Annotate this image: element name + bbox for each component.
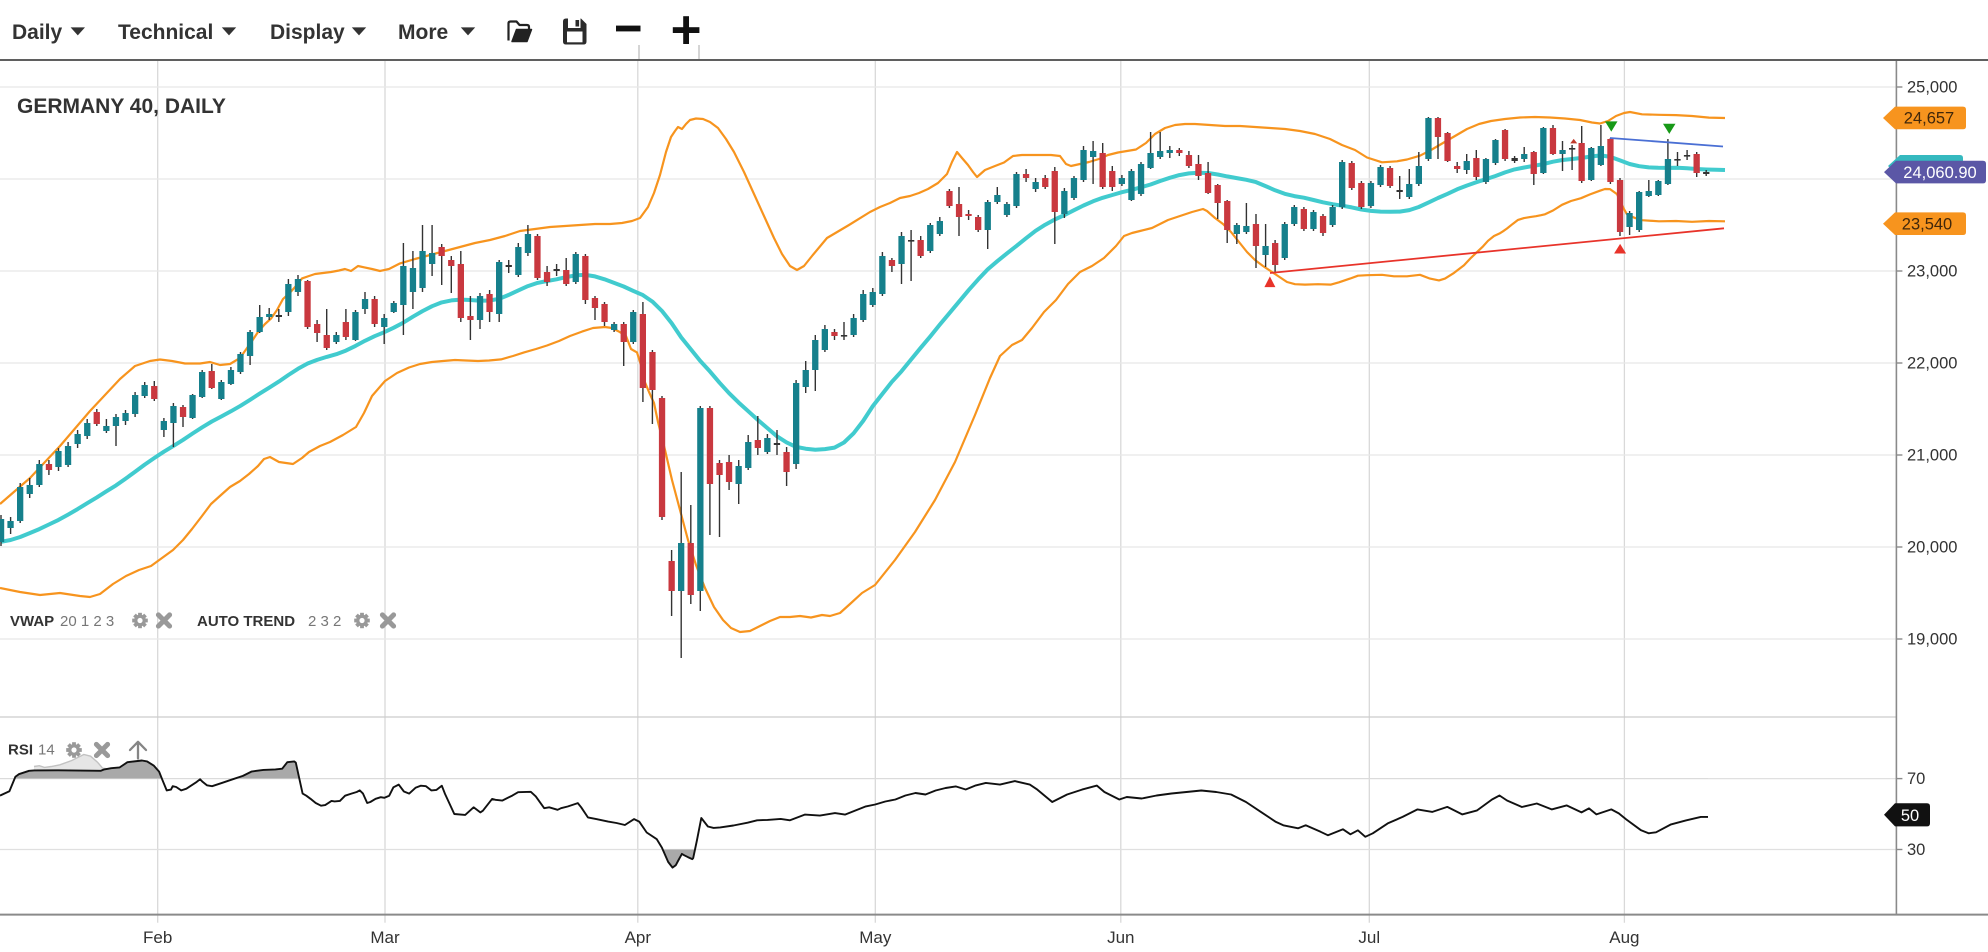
svg-text:23,540: 23,540 xyxy=(1902,216,1952,234)
svg-text:21,000: 21,000 xyxy=(1907,447,1957,465)
svg-text:23,000: 23,000 xyxy=(1907,263,1957,281)
svg-text:Jun: Jun xyxy=(1107,928,1134,947)
svg-text:RSI: RSI xyxy=(8,742,33,759)
svg-text:Display: Display xyxy=(270,21,345,44)
svg-text:Apr: Apr xyxy=(625,928,652,947)
svg-text:Jul: Jul xyxy=(1358,928,1380,947)
svg-text:25,000: 25,000 xyxy=(1907,79,1957,97)
svg-text:More: More xyxy=(398,21,448,44)
svg-text:24,657: 24,657 xyxy=(1904,110,1954,128)
svg-text:Feb: Feb xyxy=(143,928,172,947)
svg-text:VWAP: VWAP xyxy=(10,613,54,630)
svg-text:2 3 2: 2 3 2 xyxy=(308,613,341,630)
svg-text:Technical: Technical xyxy=(118,21,213,44)
svg-text:GERMANY 40, DAILY: GERMANY 40, DAILY xyxy=(17,95,226,118)
svg-text:30: 30 xyxy=(1907,841,1925,859)
svg-text:20 1 2 3: 20 1 2 3 xyxy=(60,613,114,630)
svg-text:AUTO TREND: AUTO TREND xyxy=(197,613,295,630)
svg-text:20,000: 20,000 xyxy=(1907,539,1957,557)
svg-text:19,000: 19,000 xyxy=(1907,631,1957,649)
svg-text:50: 50 xyxy=(1901,807,1919,825)
svg-text:22,000: 22,000 xyxy=(1907,355,1957,373)
svg-text:Aug: Aug xyxy=(1609,928,1639,947)
svg-text:Daily: Daily xyxy=(12,21,63,44)
svg-text:24,060.90: 24,060.90 xyxy=(1903,164,1976,182)
svg-text:70: 70 xyxy=(1907,770,1925,788)
svg-text:14: 14 xyxy=(38,742,55,759)
svg-text:Mar: Mar xyxy=(370,928,400,947)
svg-text:May: May xyxy=(859,928,892,947)
